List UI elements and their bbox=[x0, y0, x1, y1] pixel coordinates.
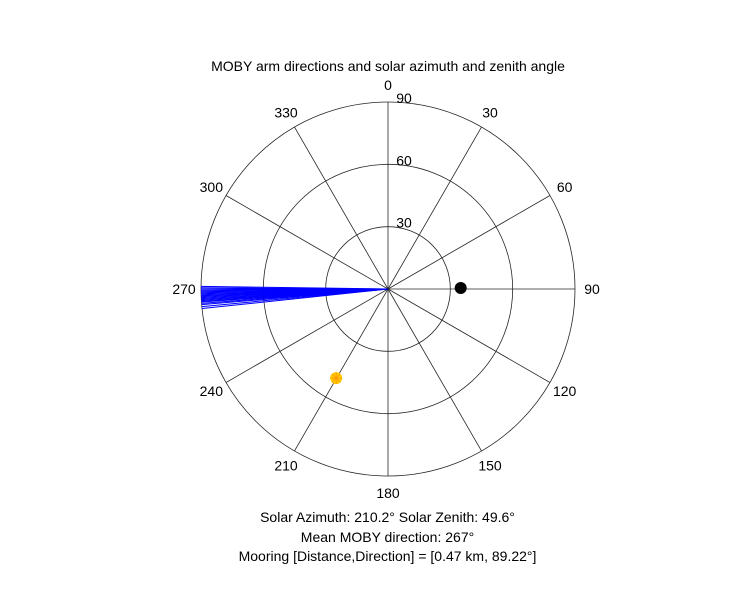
r-tick-30: 30 bbox=[396, 215, 412, 231]
grid-spoke-210 bbox=[294, 288, 389, 452]
theta-tick-60: 60 bbox=[557, 179, 573, 195]
grid-spoke-330 bbox=[294, 126, 389, 290]
moby-direction-annotation: Mean MOBY direction: 267° bbox=[300, 529, 475, 545]
theta-tick-150: 150 bbox=[478, 458, 502, 474]
theta-tick-90: 90 bbox=[584, 281, 600, 297]
r-tick-60: 60 bbox=[396, 152, 412, 168]
sun-ray-1 bbox=[335, 377, 341, 383]
grid-spoke-30 bbox=[387, 126, 482, 290]
mooring-marker bbox=[454, 282, 467, 295]
grid-spoke-150 bbox=[387, 288, 482, 452]
mooring-annotation: Mooring [Distance,Direction] = [0.47 km,… bbox=[238, 548, 537, 564]
chart-title: MOBY arm directions and solar azimuth an… bbox=[211, 58, 565, 74]
markers bbox=[330, 282, 467, 385]
arm-direction-lines bbox=[201, 285, 389, 310]
theta-tick-240: 240 bbox=[200, 383, 224, 399]
theta-tick-300: 300 bbox=[200, 179, 224, 195]
grid-spoke-300 bbox=[225, 195, 389, 290]
theta-tick-210: 210 bbox=[274, 458, 298, 474]
grid-spoke-240 bbox=[225, 288, 389, 383]
theta-tick-30: 30 bbox=[482, 104, 498, 120]
arm-line-19 bbox=[201, 285, 389, 290]
grid-spoke-60 bbox=[387, 195, 551, 290]
tick-labels: 0 30 60 90 120 150 180 210 240 270 300 330 30 60 90 bbox=[172, 77, 600, 501]
grid-spoke-120 bbox=[387, 288, 551, 383]
sun-ray-5 bbox=[331, 373, 337, 379]
theta-tick-330: 330 bbox=[274, 104, 298, 120]
theta-tick-0: 0 bbox=[384, 77, 392, 93]
theta-tick-120: 120 bbox=[553, 383, 577, 399]
sun-ray-7 bbox=[335, 373, 341, 379]
r-tick-90: 90 bbox=[396, 90, 412, 106]
solar-annotation: Solar Azimuth: 210.2° Solar Zenith: 49.6… bbox=[260, 509, 515, 525]
sun-marker bbox=[330, 372, 343, 385]
theta-tick-270: 270 bbox=[172, 281, 196, 297]
theta-tick-180: 180 bbox=[376, 485, 400, 501]
sun-ray-3 bbox=[331, 377, 337, 383]
